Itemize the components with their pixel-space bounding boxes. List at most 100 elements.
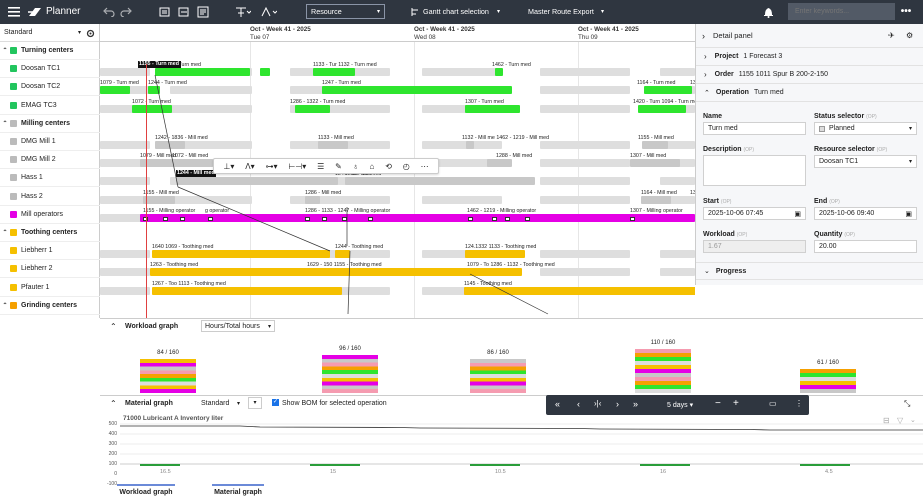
operation-bar[interactable]: [465, 250, 525, 259]
reschedule-icon[interactable]: [177, 5, 190, 18]
schedule-icon[interactable]: [158, 5, 171, 18]
chevron-down-icon[interactable]: ⌄: [704, 268, 710, 275]
operation-bar[interactable]: [464, 286, 695, 295]
more-menu-icon[interactable]: •••: [900, 6, 912, 17]
gantt-chart[interactable]: Oct - Week 41 - 2025 Tue 07 Oct - Week 4…: [100, 24, 695, 318]
quantity-field[interactable]: 20.00: [814, 240, 917, 253]
resource-row[interactable]: Liebherr 1: [0, 242, 100, 261]
operation-bar[interactable]: [465, 104, 520, 113]
resource-row[interactable]: Doosan TC1: [0, 60, 100, 79]
chevron-down-icon[interactable]: ⌃: [2, 48, 8, 54]
workload-bar[interactable]: [800, 369, 856, 393]
operation-bar[interactable]: [644, 86, 692, 95]
collapse-icon[interactable]: ›: [702, 30, 705, 41]
pin-icon[interactable]: ✈: [888, 31, 895, 40]
selected-operation-tag[interactable]: 1244 - Mill med: [176, 170, 216, 178]
operation-bar[interactable]: [630, 159, 680, 168]
operation-bar[interactable]: [345, 177, 535, 186]
view-select[interactable]: Resource ▾: [306, 4, 385, 19]
operation-bar[interactable]: [152, 250, 330, 259]
workload-unit-select[interactable]: Hours/Total hours ▾: [201, 320, 275, 332]
jump-end-icon[interactable]: »: [633, 399, 639, 409]
project-row[interactable]: › Project 1 Forecast 3: [696, 48, 923, 66]
description-field[interactable]: [703, 155, 806, 186]
selected-operation-tag[interactable]: 1155 - Turn med: [138, 61, 181, 69]
zoom-out-icon[interactable]: −: [715, 398, 721, 409]
redo-icon[interactable]: [119, 5, 132, 18]
operation-bar[interactable]: [305, 195, 320, 204]
dependency-icon[interactable]: Λ▾: [245, 161, 255, 171]
resize-icon[interactable]: ⊢⊣▾: [288, 161, 307, 171]
drag-handle-icon[interactable]: ⋮: [795, 399, 803, 408]
calendar-icon[interactable]: ▣: [905, 210, 912, 218]
operation-bar[interactable]: [487, 159, 512, 168]
expand-icon[interactable]: ›: [704, 52, 707, 61]
resource-row[interactable]: Liebherr 2: [0, 260, 100, 279]
resource-row[interactable]: DMG Mill 2: [0, 151, 100, 170]
resource-row[interactable]: Mill operators: [0, 206, 100, 224]
chevron-down-icon[interactable]: ⌃: [2, 120, 8, 127]
resource-select[interactable]: Doosan TC1 ▾: [814, 155, 917, 168]
operation-bar[interactable]: [495, 68, 503, 77]
workload-bar[interactable]: [140, 359, 196, 393]
fit-icon[interactable]: ▭: [769, 399, 777, 408]
filter-icon[interactable]: ▽: [897, 416, 904, 425]
end-field[interactable]: 2025-10-06 09:40 ▣: [814, 207, 917, 220]
lock-icon[interactable]: ⌂: [369, 161, 375, 171]
timer-icon[interactable]: ◴: [402, 161, 410, 171]
operation-bar[interactable]: [155, 141, 185, 149]
operation-bar[interactable]: [318, 141, 348, 149]
chevron-up-icon[interactable]: ⌃: [110, 322, 117, 331]
resource-row[interactable]: Pfauter 1: [0, 279, 100, 297]
lock-icon[interactable]: ⊟: [883, 416, 890, 425]
export-dropdown[interactable]: Master Route Export ▾: [528, 7, 604, 16]
chevron-down-icon[interactable]: ⌃: [2, 230, 8, 236]
operation-row[interactable]: ⌃ Operation Turn med: [696, 84, 923, 102]
split-icon[interactable]: ☰: [317, 161, 325, 171]
order-row[interactable]: › Order 1155 1011 Spur B 200-2-150: [696, 66, 923, 84]
show-bom-checkbox[interactable]: ✓: [272, 399, 279, 406]
operation-bar[interactable]: [148, 86, 160, 95]
operation-bar[interactable]: [260, 68, 270, 77]
chevron-down-icon[interactable]: ⌄: [910, 417, 916, 424]
chevron-up-icon[interactable]: ⌃: [704, 89, 710, 97]
operation-bar[interactable]: [100, 86, 130, 95]
calendar-icon[interactable]: ▣: [794, 210, 801, 218]
calendar-icon[interactable]: [196, 5, 209, 18]
resource-group-row[interactable]: ⌃ Milling centers: [0, 115, 100, 133]
lightbulb-icon[interactable]: ♁: [352, 161, 359, 171]
history-icon[interactable]: ⟲: [385, 161, 392, 171]
operation-bar[interactable]: [641, 195, 671, 204]
dependency-icon[interactable]: [260, 5, 278, 18]
material-view-select[interactable]: Standard ▾: [201, 399, 240, 407]
gantt-selection-dropdown[interactable]: Gantt chart selection ▾: [406, 4, 504, 19]
operation-bar[interactable]: [295, 104, 330, 113]
resource-group-row[interactable]: ⌃ Toothing centers: [0, 224, 100, 242]
operation-bar[interactable]: [155, 68, 250, 77]
bell-icon[interactable]: [762, 5, 775, 18]
previous-icon[interactable]: ‹: [577, 399, 580, 409]
bottom-tab-workload[interactable]: Workload graph: [117, 484, 175, 496]
resource-row[interactable]: Hass 1: [0, 169, 100, 188]
resource-row[interactable]: DMG Mill 1: [0, 133, 100, 151]
operation-bar[interactable]: [152, 286, 342, 295]
menu-icon[interactable]: [8, 6, 20, 18]
operation-bar[interactable]: [335, 250, 350, 259]
chevron-down-icon[interactable]: ⌃: [2, 302, 8, 309]
operation-bar[interactable]: [132, 104, 172, 113]
operation-bar[interactable]: [322, 86, 512, 95]
resource-row[interactable]: EMAG TC3: [0, 97, 100, 115]
expand-icon[interactable]: ›: [704, 70, 707, 79]
resource-row[interactable]: Hass 2: [0, 188, 100, 206]
chevron-up-icon[interactable]: ⌃: [110, 399, 117, 408]
resource-row[interactable]: Doosan TC2: [0, 78, 100, 97]
resource-group-row[interactable]: ⌃ Grinding centers: [0, 297, 100, 315]
operation-bar[interactable]: [176, 177, 338, 186]
status-select[interactable]: Planned ▾: [814, 122, 917, 135]
operation-bar[interactable]: [638, 104, 686, 113]
resource-group-row[interactable]: ⌃ Turning centers: [0, 42, 100, 60]
operation-bar[interactable]: [143, 195, 175, 204]
workload-bar[interactable]: [470, 359, 526, 393]
start-field[interactable]: 2025-10-06 07:45 ▣: [703, 207, 806, 220]
center-icon[interactable]: ›|‹: [594, 399, 602, 408]
